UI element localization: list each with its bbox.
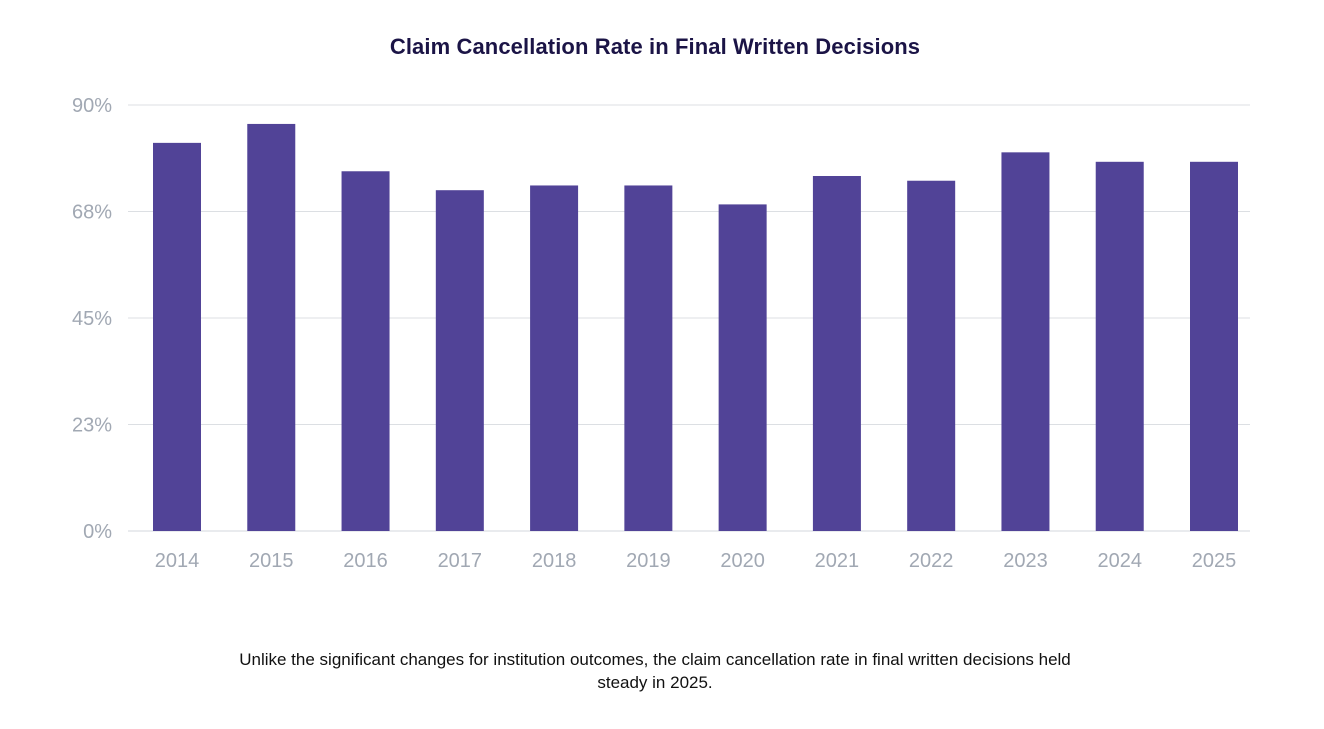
y-tick-label: 68% — [72, 202, 112, 224]
x-tick-label: 2017 — [438, 550, 483, 572]
x-tick-label: 2022 — [909, 550, 954, 572]
bar-2022 — [907, 180, 956, 531]
x-tick-label: 2021 — [815, 550, 860, 572]
x-tick-label: 2024 — [1097, 550, 1142, 572]
gridlines — [128, 104, 1250, 532]
bar-2014 — [153, 142, 201, 531]
y-tick-label: 23% — [72, 415, 112, 437]
x-tick-label: 2018 — [532, 550, 577, 572]
chart-title: Claim Cancellation Rate in Final Written… — [389, 34, 921, 59]
x-tick-label: 2016 — [343, 550, 388, 572]
bar-2016 — [341, 171, 390, 531]
bar-2017 — [435, 190, 484, 531]
x-axis-ticks: 2014 2015 2016 2017 2018 2019 2020 2021 2022 2023… — [155, 550, 1237, 572]
x-tick-label: 2025 — [1192, 550, 1237, 572]
bar-2021 — [812, 176, 861, 531]
y-tick-label: 45% — [72, 308, 112, 330]
bar-2015 — [247, 123, 296, 531]
chart-caption: Unlike the significant changes for insti… — [239, 650, 1071, 692]
x-tick-label: 2019 — [626, 550, 671, 572]
x-tick-label: 2020 — [720, 550, 765, 572]
bar-2020 — [718, 204, 767, 531]
y-axis-ticks: 0% 23% 45% 68% 90% — [72, 95, 112, 543]
y-tick-label: 90% — [72, 95, 112, 117]
x-tick-label: 2023 — [1003, 550, 1048, 572]
bar-2025 — [1190, 161, 1238, 532]
y-tick-label: 0% — [83, 521, 112, 543]
x-tick-label: 2014 — [155, 550, 200, 572]
bar-2018 — [530, 185, 579, 531]
bar-2023 — [1001, 152, 1050, 532]
bar-2024 — [1095, 161, 1144, 532]
bar-2019 — [624, 185, 673, 531]
bars — [153, 123, 1238, 532]
x-tick-label: 2015 — [249, 550, 294, 572]
